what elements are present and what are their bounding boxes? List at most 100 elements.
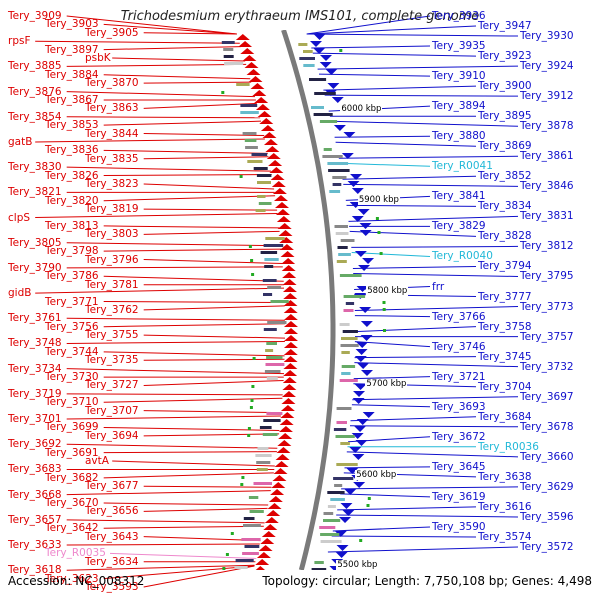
gene-label[interactable]: Tery_3701 bbox=[8, 413, 62, 426]
gene-label[interactable]: Tery_3721 bbox=[432, 370, 486, 383]
gene-label[interactable]: Tery_3829 bbox=[432, 220, 486, 233]
gene-label[interactable]: Tery_3836 bbox=[45, 144, 99, 157]
gene-label[interactable]: Tery_3936 bbox=[432, 10, 486, 22]
gene-label[interactable]: avtA bbox=[85, 455, 109, 468]
gene-label[interactable]: Tery_3885 bbox=[8, 60, 62, 73]
gene-label[interactable]: Tery_3683 bbox=[8, 463, 62, 476]
gene-label[interactable]: Tery_3692 bbox=[8, 438, 62, 451]
gene-label[interactable]: Tery_3876 bbox=[8, 85, 62, 98]
gene-label[interactable]: Tery_3790 bbox=[8, 261, 62, 274]
gene-label[interactable]: Tery_3880 bbox=[432, 130, 486, 143]
gene-label[interactable]: Tery_3834 bbox=[478, 200, 532, 213]
gene-label[interactable]: Tery_3869 bbox=[478, 140, 532, 153]
gene-label[interactable]: Tery_3905 bbox=[85, 26, 139, 39]
gene-label[interactable]: Tery_3805 bbox=[8, 236, 62, 249]
gene-label[interactable]: Tery_3796 bbox=[85, 253, 139, 266]
gene-label[interactable]: Tery_3746 bbox=[432, 340, 486, 353]
gene-label[interactable]: Tery_3596 bbox=[520, 510, 574, 523]
gene-label[interactable]: Tery_3777 bbox=[478, 290, 532, 303]
gene-label[interactable]: Tery_3629 bbox=[520, 480, 574, 493]
gene-label[interactable]: Tery_3699 bbox=[45, 421, 99, 434]
gene-label[interactable]: Tery_3912 bbox=[520, 90, 574, 103]
gene-label[interactable]: Tery_3656 bbox=[85, 505, 139, 518]
gene-label[interactable]: Tery_3657 bbox=[8, 513, 62, 526]
gene-label[interactable]: Tery_3897 bbox=[45, 43, 99, 56]
gene-label[interactable]: Tery_3757 bbox=[520, 330, 574, 343]
gene-label[interactable]: Tery_3634 bbox=[85, 555, 139, 568]
gene-label[interactable]: Tery_3707 bbox=[85, 404, 139, 417]
gene-label[interactable]: Tery_3924 bbox=[520, 60, 574, 73]
gene-label[interactable]: Tery_3697 bbox=[520, 390, 574, 403]
gene-label[interactable]: Tery_3844 bbox=[85, 127, 139, 140]
gene-label[interactable]: gidB bbox=[8, 287, 32, 300]
gene-label[interactable]: Tery_3870 bbox=[85, 77, 139, 90]
gene-label[interactable]: Tery_3691 bbox=[45, 446, 99, 459]
gene-label[interactable]: Tery_3798 bbox=[45, 245, 99, 258]
gene-label[interactable]: Tery_3730 bbox=[45, 371, 99, 384]
gene-label[interactable]: Tery_3734 bbox=[8, 362, 62, 375]
gene-label[interactable]: gatB bbox=[8, 135, 33, 148]
gene-label[interactable]: Tery_3732 bbox=[520, 360, 574, 373]
gene-label[interactable]: Tery_3935 bbox=[432, 40, 486, 53]
gene-label[interactable]: Tery_3853 bbox=[45, 119, 99, 132]
gene-label[interactable]: Tery_3828 bbox=[478, 230, 532, 243]
gene-label[interactable]: Tery_3682 bbox=[45, 471, 99, 484]
gene-label[interactable]: Tery_3638 bbox=[478, 470, 532, 483]
gene-label[interactable]: Tery_3863 bbox=[85, 102, 139, 115]
gene-label[interactable]: Tery_3735 bbox=[85, 354, 139, 367]
gene-label[interactable]: Tery_3786 bbox=[45, 270, 99, 283]
gene-label[interactable]: Tery_R0036 bbox=[478, 440, 539, 453]
gene-label[interactable]: Tery_3894 bbox=[432, 100, 486, 113]
gene-label[interactable]: Tery_3841 bbox=[432, 190, 486, 203]
gene-label[interactable]: Tery_3642 bbox=[45, 522, 99, 535]
gene-label[interactable]: Tery_3745 bbox=[478, 350, 532, 363]
gene-label[interactable]: clpS bbox=[8, 211, 31, 224]
gene-label[interactable]: frr bbox=[432, 280, 445, 293]
gene-label[interactable]: Tery_3930 bbox=[520, 30, 574, 43]
gene-label[interactable]: rpsF bbox=[8, 35, 31, 48]
gene-label[interactable]: Tery_3619 bbox=[432, 490, 486, 503]
gene-label[interactable]: Tery_3923 bbox=[478, 50, 532, 63]
gene-label[interactable]: Tery_3878 bbox=[520, 120, 574, 133]
gene-label[interactable]: Tery_3831 bbox=[520, 210, 574, 223]
gene-label[interactable]: Tery_3678 bbox=[520, 420, 574, 433]
gene-label[interactable]: Tery_3574 bbox=[478, 530, 532, 543]
gene-label[interactable]: Tery_3645 bbox=[432, 460, 486, 473]
gene-label[interactable]: Tery_3756 bbox=[45, 320, 99, 333]
gene-label[interactable]: Tery_3854 bbox=[8, 110, 62, 123]
gene-label[interactable]: Tery_3773 bbox=[520, 300, 574, 313]
gene-label[interactable]: Tery_3572 bbox=[520, 541, 574, 553]
gene-label[interactable]: Tery_3795 bbox=[520, 270, 574, 283]
gene-label[interactable]: Tery_3623 bbox=[45, 572, 99, 585]
gene-label[interactable]: Tery_R0040 bbox=[432, 250, 493, 263]
gene-label[interactable]: Tery_3744 bbox=[45, 345, 99, 358]
gene-label[interactable]: psbK bbox=[85, 51, 111, 64]
gene-label[interactable]: Tery_3766 bbox=[432, 310, 486, 323]
gene-label[interactable]: Tery_3755 bbox=[85, 329, 139, 342]
gene-label[interactable]: Tery_3910 bbox=[432, 70, 486, 83]
gene-label[interactable]: Tery_3895 bbox=[478, 110, 532, 123]
gene-label[interactable]: Tery_3852 bbox=[478, 170, 532, 183]
gene-label[interactable]: Tery_R0035 bbox=[45, 547, 106, 560]
gene-label[interactable]: Tery_3677 bbox=[85, 480, 139, 493]
gene-label[interactable]: Tery_3727 bbox=[85, 379, 139, 392]
gene-label[interactable]: Tery_3812 bbox=[520, 240, 574, 253]
gene-label[interactable]: Tery_3771 bbox=[45, 295, 99, 308]
gene-label[interactable]: Tery_3684 bbox=[478, 410, 532, 423]
gene-label[interactable]: Tery_3781 bbox=[85, 278, 139, 291]
gene-label[interactable]: Tery_3884 bbox=[45, 68, 99, 81]
gene-label[interactable]: Tery_3761 bbox=[8, 312, 62, 325]
gene-label[interactable]: Tery_3693 bbox=[432, 400, 486, 413]
gene-label[interactable]: Tery_3593 bbox=[85, 581, 139, 593]
gene-label[interactable]: Tery_3846 bbox=[520, 180, 574, 193]
gene-label[interactable]: Tery_3710 bbox=[45, 396, 99, 409]
gene-label[interactable]: Tery_3903 bbox=[45, 18, 99, 31]
gene-label[interactable]: Tery_3668 bbox=[8, 488, 62, 501]
gene-label[interactable]: Tery_3823 bbox=[85, 177, 139, 190]
gene-label[interactable]: Tery_3590 bbox=[432, 520, 486, 533]
gene-label[interactable]: Tery_3819 bbox=[85, 203, 139, 216]
gene-label[interactable]: Tery_3835 bbox=[85, 152, 139, 165]
gene-label[interactable]: Tery_3794 bbox=[478, 260, 532, 273]
gene-label[interactable]: Tery_3672 bbox=[432, 430, 486, 443]
gene-label[interactable]: Tery_3900 bbox=[478, 80, 532, 93]
